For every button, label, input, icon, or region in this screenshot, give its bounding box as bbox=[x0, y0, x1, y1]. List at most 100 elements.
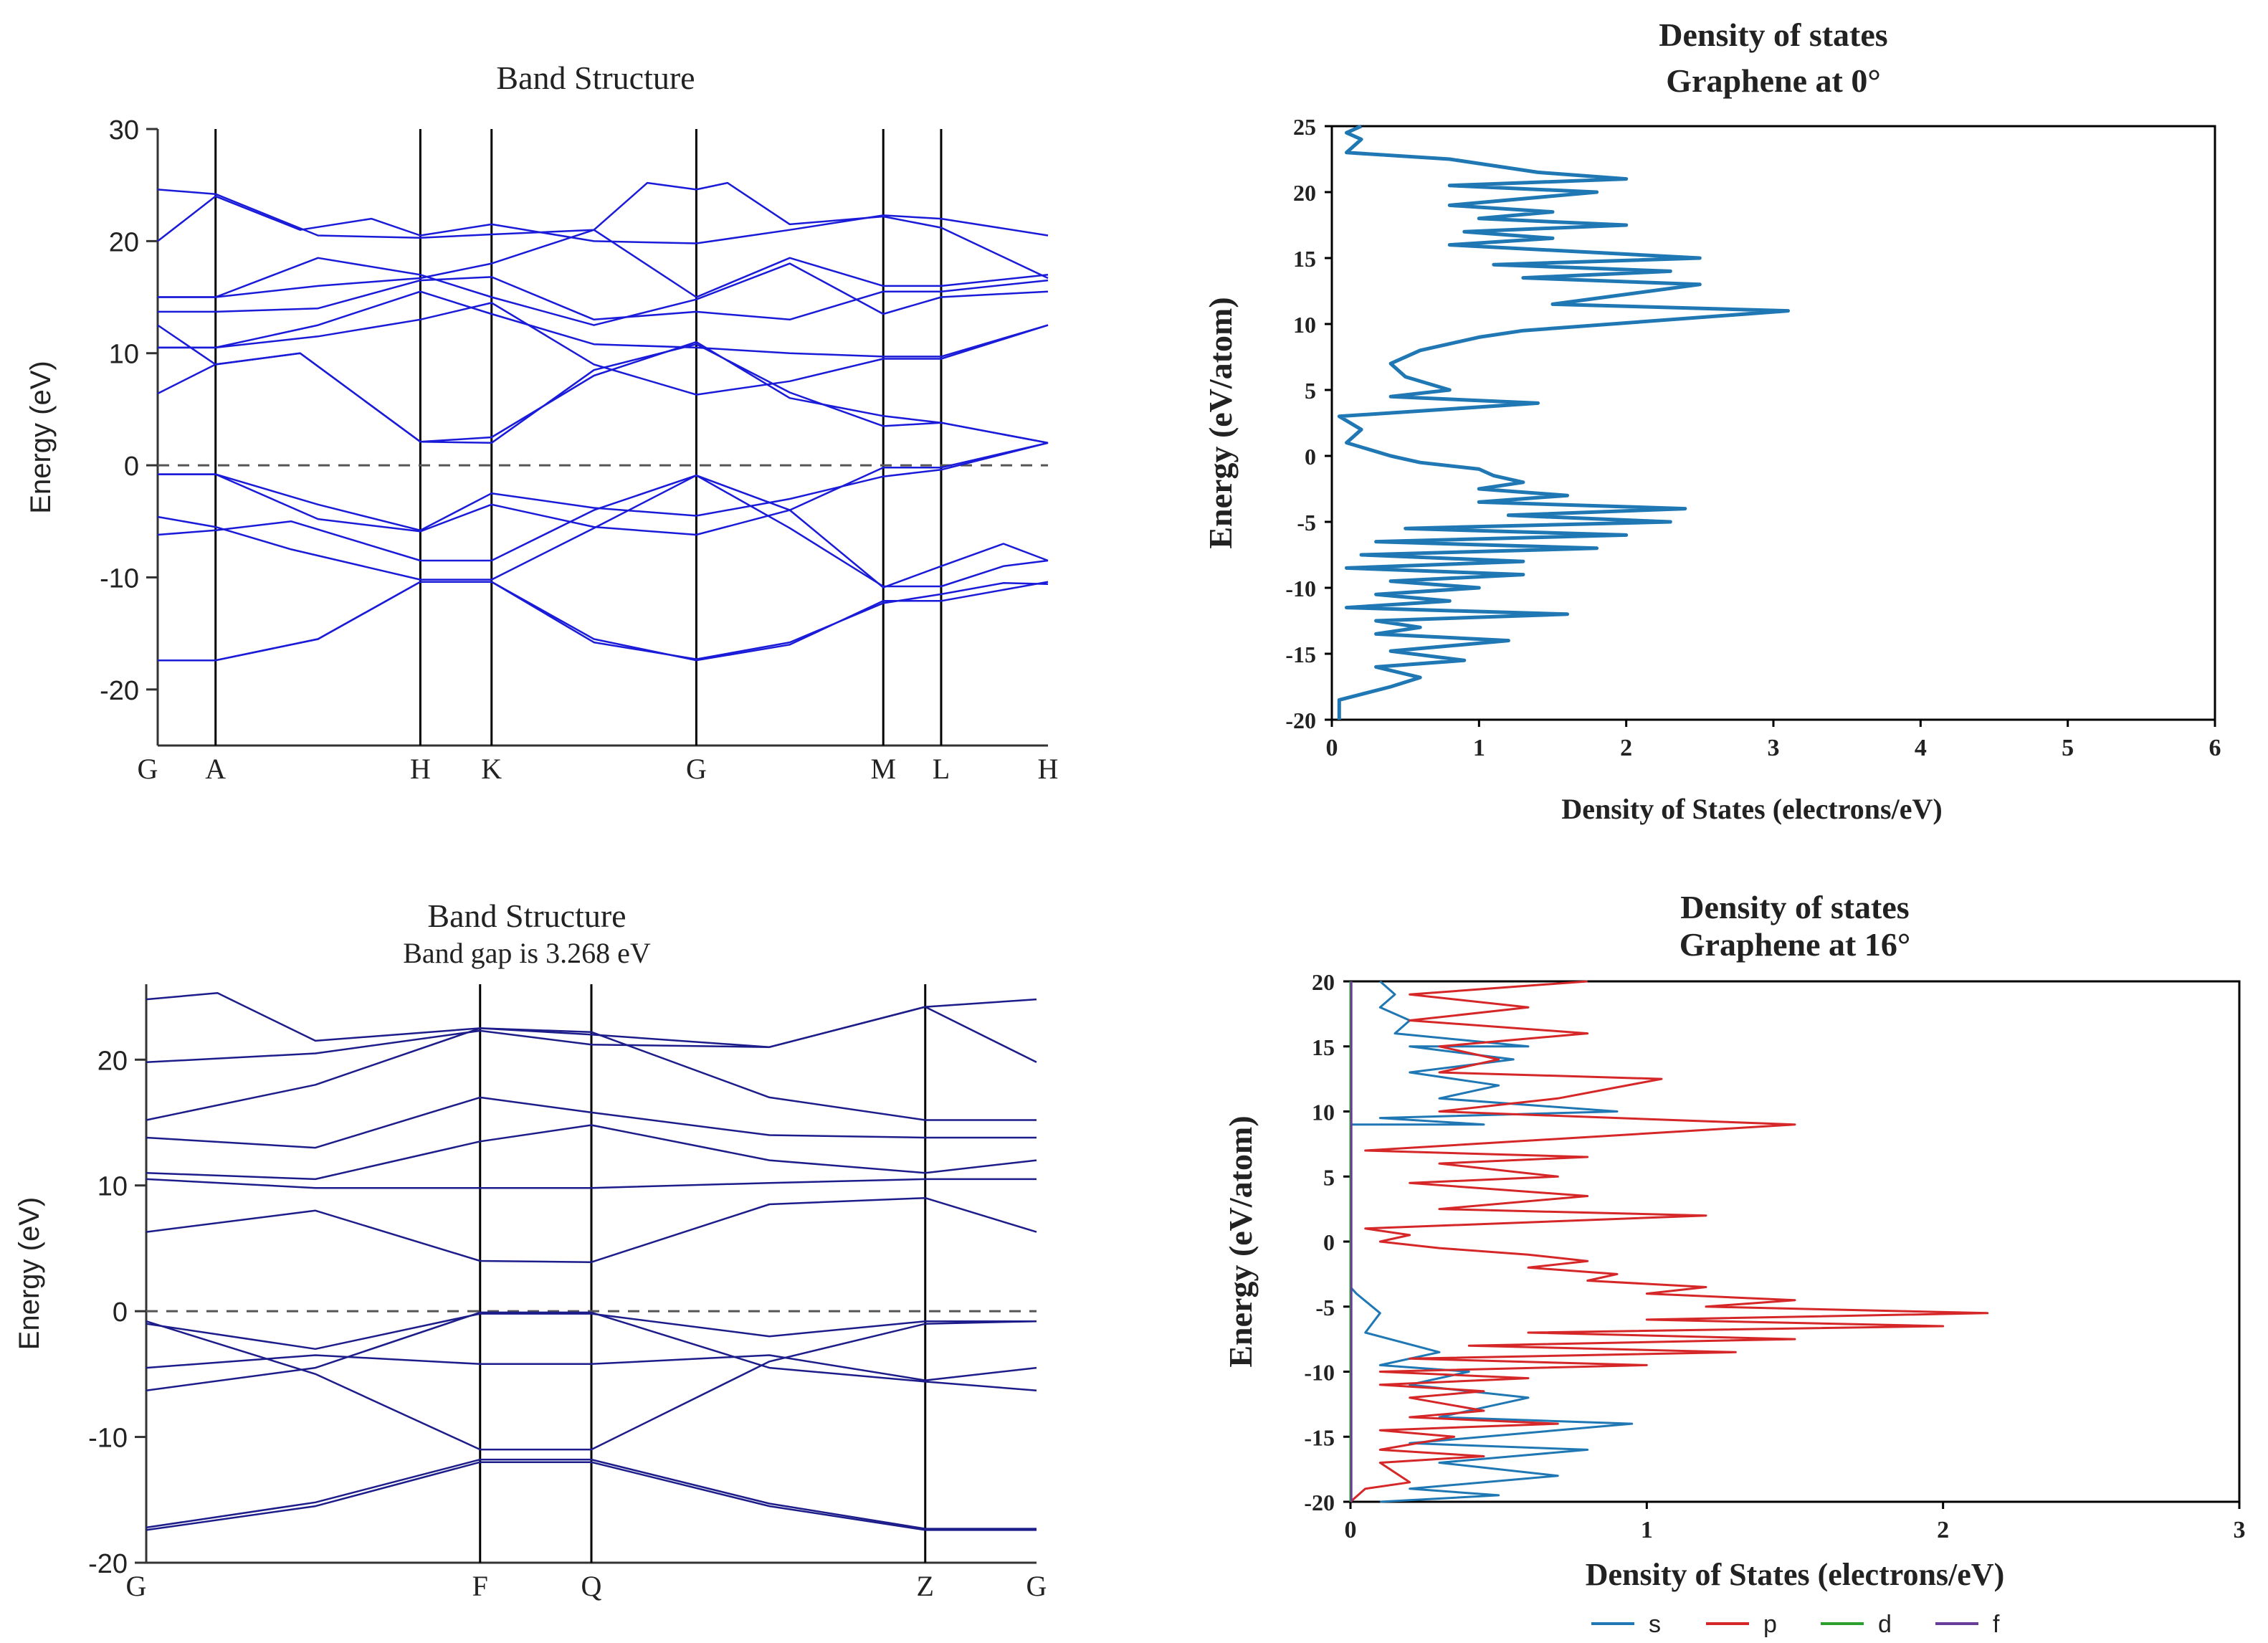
x-tick-label: 2 bbox=[1620, 735, 1632, 761]
kpoint-label: K bbox=[481, 753, 502, 785]
x-tick-label: 3 bbox=[1768, 735, 1780, 761]
legend-label-f: f bbox=[1993, 1611, 2000, 1638]
legend-label-s: s bbox=[1649, 1611, 1661, 1638]
x-tick-label: 3 bbox=[2234, 1517, 2246, 1543]
y-tick-label: -20 bbox=[1304, 1490, 1335, 1515]
band-line bbox=[146, 1311, 1037, 1391]
kpoint-label: H bbox=[1038, 753, 1059, 785]
chart-title: Density of states bbox=[1680, 889, 1909, 925]
x-tick-label: 6 bbox=[2209, 735, 2221, 761]
y-tick-label: -10 bbox=[100, 563, 139, 594]
band-line bbox=[157, 324, 1049, 444]
band-line bbox=[146, 1124, 1037, 1181]
y-tick-label: 30 bbox=[109, 115, 139, 146]
y-tick-label: 25 bbox=[1293, 114, 1316, 140]
y-tick-label: 0 bbox=[113, 1297, 128, 1328]
y-axis-title: Energy (eV/atom) bbox=[1202, 297, 1239, 548]
y-tick-label: -10 bbox=[1285, 576, 1316, 601]
y-tick-label: -10 bbox=[88, 1424, 128, 1454]
band0-group: -20 -10 0 10 20 30 G A H K G M L H Band Structure Energ… bbox=[25, 59, 1058, 785]
y-tick-label: 20 bbox=[109, 227, 139, 257]
chart-subtitle: Band gap is 3.268 eV bbox=[403, 937, 651, 969]
plot-frame bbox=[1330, 125, 2216, 721]
kpoint-label: G bbox=[686, 753, 707, 785]
x-tick-label: 4 bbox=[1915, 735, 1927, 761]
band-line bbox=[157, 343, 1049, 444]
x-tick-label: 2 bbox=[1937, 1517, 1949, 1543]
x-tick-label: 1 bbox=[1473, 735, 1485, 761]
x-tick-label: 0 bbox=[1345, 1517, 1357, 1543]
band-line bbox=[157, 474, 1049, 588]
band-line bbox=[146, 1178, 1037, 1189]
kpoint-label: L bbox=[933, 753, 950, 785]
band-line bbox=[158, 290, 1049, 358]
band-line bbox=[146, 1461, 1037, 1531]
y-tick-label: -5 bbox=[1315, 1295, 1335, 1320]
kpoint-label: A bbox=[205, 753, 226, 785]
x-tick-label: 5 bbox=[2062, 735, 2074, 761]
band-line bbox=[158, 581, 1049, 662]
band-line bbox=[158, 442, 1049, 536]
x-tick-label: 1 bbox=[1641, 1517, 1653, 1543]
y-tick-label: -20 bbox=[1285, 708, 1316, 733]
chart-title: Band Structure bbox=[496, 59, 695, 96]
y-tick-label: 10 bbox=[97, 1172, 128, 1202]
legend-label-p: p bbox=[1763, 1611, 1777, 1638]
y-tick-label: -20 bbox=[88, 1549, 128, 1579]
dos-curve-s bbox=[1349, 980, 1634, 1503]
band-line bbox=[157, 474, 1049, 589]
y-tick-label: 10 bbox=[1312, 1100, 1335, 1125]
y-tick-label: -15 bbox=[1285, 642, 1316, 667]
kpoint-label: Q bbox=[581, 1570, 602, 1602]
band-line bbox=[158, 442, 1049, 532]
plot-frame bbox=[1349, 980, 2241, 1503]
y-tick-label: 0 bbox=[1305, 444, 1316, 470]
y-tick-label: 20 bbox=[1312, 969, 1335, 995]
y-tick-label: -20 bbox=[100, 676, 139, 706]
y-tick-label: 10 bbox=[109, 340, 139, 370]
chart-title: Band Structure bbox=[427, 897, 626, 934]
band-line bbox=[158, 302, 1049, 396]
chart-subtitle: Graphene at 16° bbox=[1679, 926, 1911, 963]
dos16-group: 0 1 2 3 -20 -15 -10 -5 0 5 10 15 20 Density of states… bbox=[1222, 889, 2246, 1638]
kpoint-label: G bbox=[138, 753, 158, 785]
band-line bbox=[146, 1354, 1037, 1381]
y-tick-label: -15 bbox=[1304, 1424, 1335, 1450]
y-tick-label: 0 bbox=[124, 452, 139, 482]
y-tick-label: 20 bbox=[1293, 180, 1316, 206]
y-tick-label: 10 bbox=[1293, 312, 1316, 338]
y-tick-label: -10 bbox=[1304, 1360, 1335, 1386]
band-line bbox=[158, 229, 1049, 298]
y-tick-label: -5 bbox=[1297, 510, 1316, 535]
kpoint-label: M bbox=[870, 753, 896, 785]
x-axis-title: Density of States (electrons/eV) bbox=[1586, 1557, 2004, 1592]
kpoint-label: G bbox=[1026, 1570, 1047, 1602]
kpoint-label: Z bbox=[917, 1570, 934, 1602]
kpoint-label: G bbox=[126, 1570, 147, 1602]
band-line bbox=[158, 276, 1049, 321]
y-axis-title: Energy (eV) bbox=[25, 361, 57, 513]
band-line bbox=[157, 181, 1049, 280]
dos-curve-total bbox=[1337, 124, 1790, 720]
chart-subtitle: Graphene at 0° bbox=[1666, 62, 1881, 99]
dos0-group: 0 1 2 3 4 5 6 -20 -15 -10 -5 0 5 10 15 20 25 Density of s… bbox=[1202, 16, 2221, 825]
kpoint-label: H bbox=[410, 753, 431, 785]
band-line bbox=[146, 1027, 1037, 1121]
band-line bbox=[158, 581, 1049, 662]
band-line bbox=[146, 1096, 1037, 1149]
band-line bbox=[146, 1458, 1037, 1530]
x-tick-label: 0 bbox=[1326, 735, 1338, 761]
y-tick-label: 15 bbox=[1293, 246, 1316, 272]
y-tick-label: 5 bbox=[1323, 1164, 1335, 1190]
x-axis-title: Density of States (electrons/eV) bbox=[1561, 793, 1942, 825]
dos-curve-p bbox=[1350, 980, 1989, 1503]
y-axis-title: Energy (eV) bbox=[14, 1197, 45, 1350]
y-axis-title: Energy (eV/atom) bbox=[1222, 1115, 1259, 1367]
legend-label-d: d bbox=[1878, 1611, 1892, 1638]
chart-title: Density of states bbox=[1659, 16, 1887, 53]
kpoint-label: F bbox=[472, 1570, 488, 1602]
y-tick-label: 20 bbox=[97, 1046, 128, 1076]
